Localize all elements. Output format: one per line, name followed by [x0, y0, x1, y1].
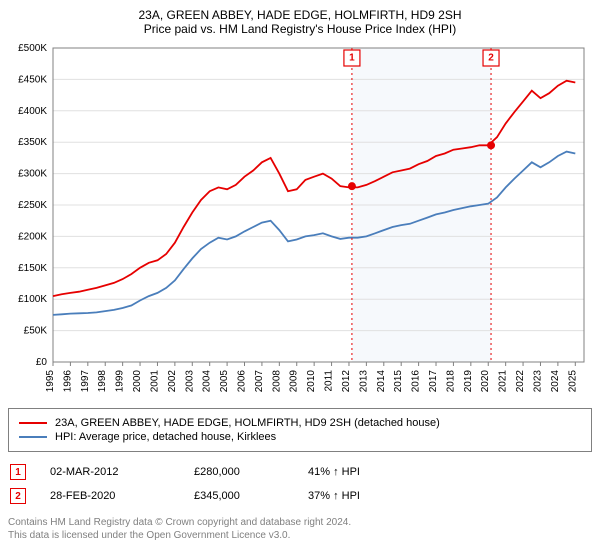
transaction-row: 1 02-MAR-2012 £280,000 41% ↑ HPI — [8, 460, 592, 484]
x-tick-label: 2021 — [498, 370, 509, 393]
y-tick-label: £50K — [24, 326, 48, 337]
x-tick-label: 2004 — [202, 370, 213, 393]
footer-line: Contains HM Land Registry data © Crown c… — [8, 516, 592, 529]
x-tick-label: 1998 — [97, 370, 108, 393]
transaction-pct: 41% ↑ HPI — [308, 466, 398, 478]
footer-line: This data is licensed under the Open Gov… — [8, 529, 592, 542]
y-tick-label: £350K — [18, 137, 47, 148]
x-tick-label: 2015 — [393, 370, 404, 393]
y-tick-label: £250K — [18, 200, 47, 211]
transaction-price: £280,000 — [194, 466, 284, 478]
y-tick-label: £100K — [18, 294, 47, 305]
x-tick-label: 2020 — [480, 370, 491, 393]
y-tick-label: £150K — [18, 263, 47, 274]
y-tick-label: £400K — [18, 106, 47, 117]
transaction-row: 2 28-FEB-2020 £345,000 37% ↑ HPI — [8, 484, 592, 508]
y-tick-label: £300K — [18, 169, 47, 180]
transaction-row-marker: 2 — [10, 488, 26, 504]
x-tick-label: 2023 — [532, 370, 543, 393]
transaction-table: 1 02-MAR-2012 £280,000 41% ↑ HPI 2 28-FEB-202… — [8, 460, 592, 508]
x-tick-label: 2001 — [149, 370, 160, 393]
transaction-marker-num: 1 — [349, 53, 355, 64]
x-tick-label: 2013 — [358, 370, 369, 393]
attribution-footer: Contains HM Land Registry data © Crown c… — [8, 516, 592, 542]
transaction-date: 28-FEB-2020 — [50, 490, 170, 502]
legend: 23A, GREEN ABBEY, HADE EDGE, HOLMFIRTH, … — [8, 408, 592, 452]
x-tick-label: 2017 — [428, 370, 439, 393]
x-tick-label: 1999 — [115, 370, 126, 393]
legend-label: 23A, GREEN ABBEY, HADE EDGE, HOLMFIRTH, … — [55, 417, 440, 429]
x-tick-label: 2024 — [550, 370, 561, 393]
legend-swatch — [19, 422, 47, 424]
chart-area: £0 £50K £100K £150K £200K £250K £300K £350K £400… — [8, 42, 592, 402]
transaction-dot — [348, 182, 356, 190]
x-tick-label: 2014 — [376, 370, 387, 393]
x-tick-label: 2022 — [515, 370, 526, 393]
legend-item: 23A, GREEN ABBEY, HADE EDGE, HOLMFIRTH, … — [19, 417, 581, 429]
transaction-row-marker: 1 — [10, 464, 26, 480]
y-tick-label: £450K — [18, 74, 47, 85]
y-tick-label: £500K — [18, 43, 47, 54]
legend-item: HPI: Average price, detached house, Kirk… — [19, 431, 581, 443]
x-tick-label: 2007 — [254, 370, 265, 393]
legend-swatch — [19, 436, 47, 438]
x-tick-label: 2000 — [132, 370, 143, 393]
x-tick-label: 1995 — [45, 370, 56, 393]
x-tick-label: 2006 — [237, 370, 248, 393]
transaction-pct: 37% ↑ HPI — [308, 490, 398, 502]
y-tick-label: £0 — [36, 357, 48, 368]
chart-title: 23A, GREEN ABBEY, HADE EDGE, HOLMFIRTH, … — [8, 8, 592, 22]
y-tick-label: £200K — [18, 231, 47, 242]
x-tick-label: 2010 — [306, 370, 317, 393]
transaction-marker-num: 2 — [488, 53, 494, 64]
line-chart-svg: £0 £50K £100K £150K £200K £250K £300K £350K £400… — [8, 42, 592, 402]
x-tick-label: 1997 — [80, 370, 91, 393]
x-tick-label: 2009 — [289, 370, 300, 393]
legend-label: HPI: Average price, detached house, Kirk… — [55, 431, 276, 443]
x-tick-label: 2016 — [411, 370, 422, 393]
x-tick-label: 2019 — [463, 370, 474, 393]
x-tick-label: 2025 — [567, 370, 578, 393]
chart-subtitle: Price paid vs. HM Land Registry's House … — [8, 22, 592, 36]
x-tick-label: 2008 — [271, 370, 282, 393]
x-tick-label: 2011 — [324, 370, 335, 392]
x-tick-label: 2002 — [167, 370, 178, 393]
transaction-price: £345,000 — [194, 490, 284, 502]
x-tick-label: 2012 — [341, 370, 352, 393]
transaction-dot — [487, 141, 495, 149]
x-tick-label: 1996 — [62, 370, 73, 393]
x-tick-label: 2018 — [445, 370, 456, 393]
x-tick-label: 2003 — [184, 370, 195, 393]
transaction-date: 02-MAR-2012 — [50, 466, 170, 478]
x-tick-label: 2005 — [219, 370, 230, 393]
